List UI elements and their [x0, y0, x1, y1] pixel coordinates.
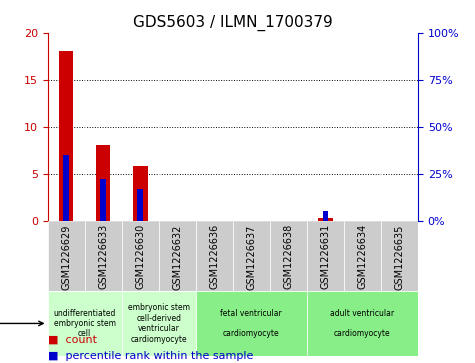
- Text: GSM1226631: GSM1226631: [320, 224, 331, 289]
- Title: GDS5603 / ILMN_1700379: GDS5603 / ILMN_1700379: [133, 15, 332, 31]
- Bar: [63, 155, 69, 221]
- Bar: [133, 166, 148, 221]
- Bar: [307, 221, 344, 291]
- Bar: [344, 221, 381, 291]
- Text: adult ventricular

cardiomyocyte: adult ventricular cardiomyocyte: [331, 309, 395, 338]
- Text: ■  percentile rank within the sample: ■ percentile rank within the sample: [48, 351, 253, 362]
- Text: cell type: cell type: [0, 318, 43, 329]
- Bar: [122, 221, 159, 291]
- Text: embryonic stem
cell-derived
ventricular
cardiomyocyte: embryonic stem cell-derived ventricular …: [128, 303, 190, 343]
- Text: GSM1226635: GSM1226635: [394, 224, 405, 290]
- Text: GSM1226629: GSM1226629: [61, 224, 71, 290]
- Text: GSM1226632: GSM1226632: [172, 224, 182, 290]
- Bar: [85, 221, 122, 291]
- Text: GSM1226637: GSM1226637: [246, 224, 256, 290]
- Text: ■  count: ■ count: [48, 335, 96, 345]
- Bar: [196, 291, 307, 356]
- Bar: [48, 291, 122, 356]
- Text: GSM1226638: GSM1226638: [283, 224, 294, 289]
- Bar: [159, 221, 196, 291]
- Bar: [48, 221, 85, 291]
- Text: GSM1226633: GSM1226633: [98, 224, 108, 289]
- Bar: [318, 218, 333, 221]
- Text: undifferentiated
embryonic stem
cell: undifferentiated embryonic stem cell: [53, 309, 116, 338]
- Text: fetal ventricular

cardiomyocyte: fetal ventricular cardiomyocyte: [220, 309, 282, 338]
- Bar: [307, 291, 418, 356]
- Bar: [381, 221, 418, 291]
- Bar: [137, 189, 143, 221]
- Bar: [58, 52, 74, 221]
- Bar: [95, 146, 111, 221]
- Bar: [233, 221, 270, 291]
- Bar: [100, 179, 106, 221]
- Bar: [270, 221, 307, 291]
- Bar: [122, 291, 196, 356]
- Bar: [196, 221, 233, 291]
- Text: GSM1226636: GSM1226636: [209, 224, 219, 289]
- Text: GSM1226634: GSM1226634: [357, 224, 368, 289]
- Bar: [323, 211, 328, 221]
- Text: GSM1226630: GSM1226630: [135, 224, 145, 289]
